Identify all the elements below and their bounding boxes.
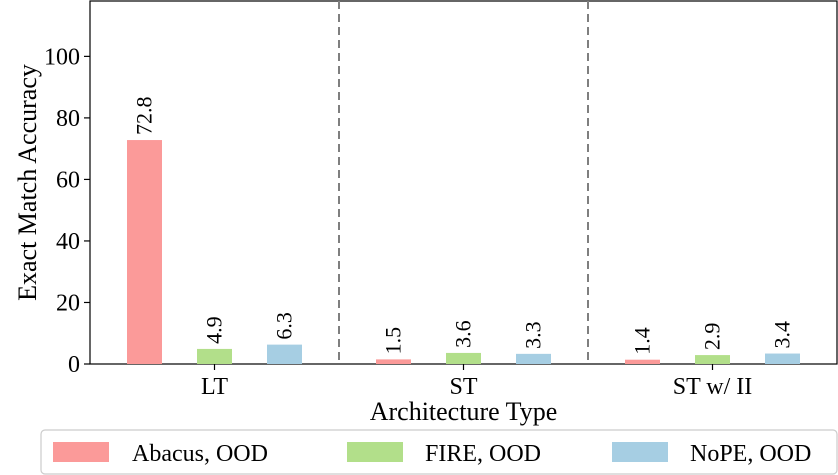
legend-swatch <box>612 442 668 462</box>
y-tick-label: 100 <box>44 44 80 70</box>
bar-value-label: 6.3 <box>272 312 297 340</box>
legend-swatch <box>347 442 403 462</box>
x-tick-label: LT <box>201 374 228 400</box>
x-tick-label: ST <box>449 374 477 400</box>
bar <box>516 353 551 364</box>
y-axis-title: Exact Match Accuracy <box>13 64 42 301</box>
bar <box>446 352 481 364</box>
bar-value-label: 1.4 <box>630 327 655 355</box>
y-tick-label: 20 <box>56 290 80 316</box>
bar <box>765 353 800 364</box>
bar <box>267 344 302 364</box>
y-axis: 0 20 40 60 80 100 <box>44 44 90 378</box>
bar-value-label: 2.9 <box>700 323 725 351</box>
x-axis-title: Architecture Type <box>370 397 558 426</box>
legend-frame <box>40 429 838 475</box>
x-axis: LT ST ST w/ II <box>201 364 752 400</box>
plot-frame <box>89 0 838 365</box>
legend-label: FIRE, OOD <box>425 441 541 467</box>
x-tick-label: ST w/ II <box>673 374 753 400</box>
legend: Abacus, OOD FIRE, OOD NoPE, OOD <box>40 429 838 475</box>
bars <box>127 140 800 364</box>
bar-value-label: 1.5 <box>381 327 406 355</box>
bar <box>197 348 232 364</box>
bar-value-label: 3.4 <box>770 321 795 349</box>
y-tick-label: 0 <box>68 352 80 378</box>
bar <box>625 359 660 364</box>
y-tick-label: 80 <box>56 106 80 132</box>
plot-area <box>89 0 838 365</box>
y-tick-label: 60 <box>56 167 80 193</box>
bar-labels: 72.8 4.9 6.3 1.5 3.6 3.3 1.4 2.9 3.4 <box>132 97 795 355</box>
bar-value-label: 3.3 <box>521 321 546 349</box>
y-tick-label: 40 <box>56 229 80 255</box>
legend-label: NoPE, OOD <box>690 441 811 467</box>
bar <box>695 355 730 364</box>
legend-swatch <box>53 442 109 462</box>
bar <box>376 359 411 364</box>
bar <box>127 140 162 364</box>
bar-value-label: 3.6 <box>451 320 476 348</box>
bar-value-label: 4.9 <box>202 316 227 344</box>
legend-label: Abacus, OOD <box>132 441 268 467</box>
bar-value-label: 72.8 <box>132 97 157 136</box>
